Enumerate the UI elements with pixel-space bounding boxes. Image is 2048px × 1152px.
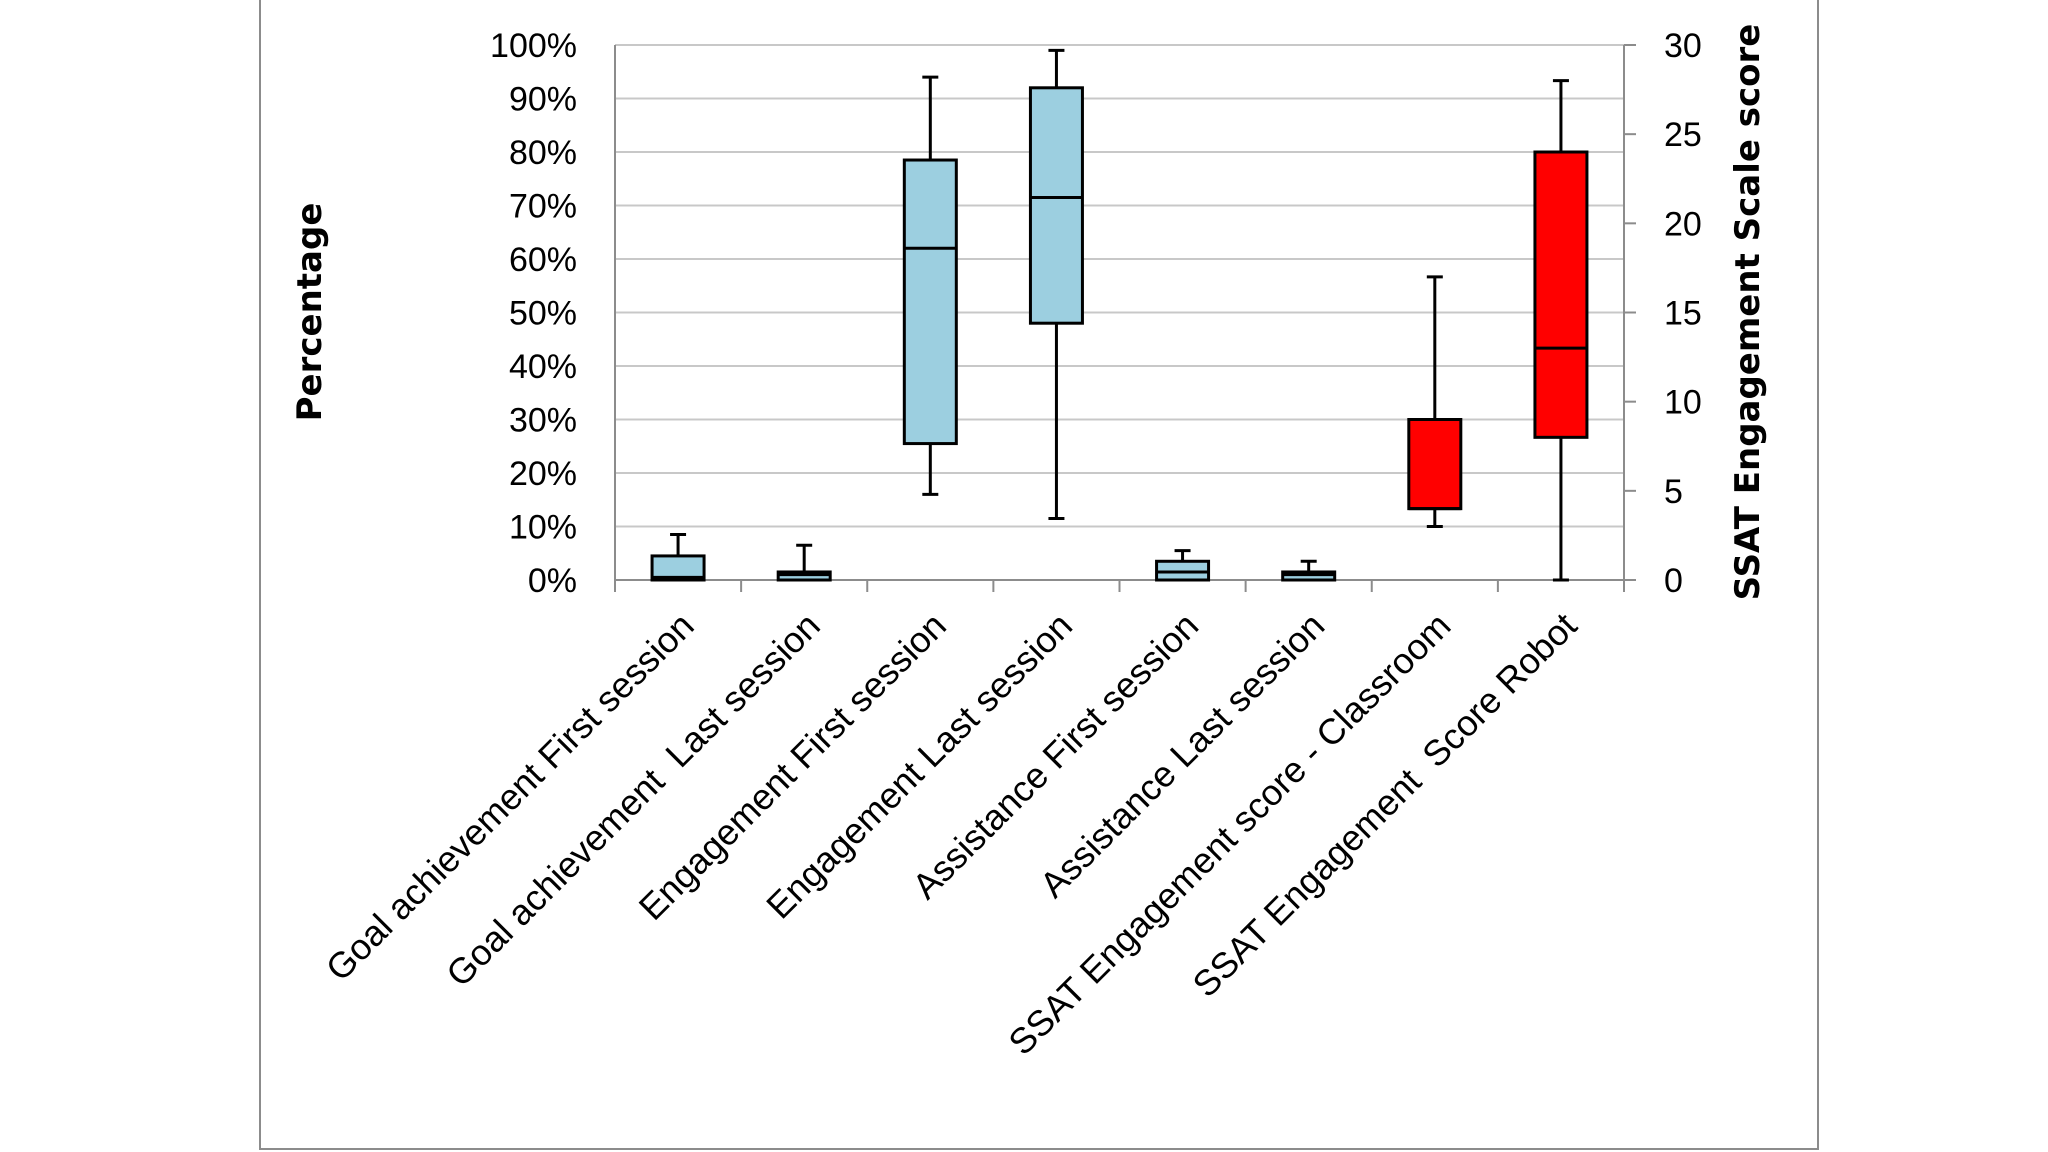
left-tick-label: 40% — [509, 348, 577, 386]
box-iqr — [1533, 150, 1589, 439]
box-iqr — [902, 158, 958, 446]
category-label: SSAT Engagement score - Classroom — [1000, 605, 1458, 1063]
left-tick-label: 80% — [509, 134, 577, 172]
right-axis: 0 5 10 15 20 25 30 — [1623, 27, 1702, 600]
left-tick-label: 100% — [490, 27, 577, 65]
left-tick-label: 30% — [509, 402, 577, 440]
left-tick-label: 50% — [509, 295, 577, 333]
left-tick-label: 60% — [509, 241, 577, 279]
left-axis: 0% 10% 20% 30% 40% 50% 60% 70% 80% 90% 100% — [490, 27, 616, 600]
box-iqr — [1028, 86, 1084, 325]
right-tick-label: 20 — [1664, 205, 1702, 243]
y-axis-title-right: SSAT Engagement Scale score — [1728, 24, 1768, 601]
box-5 — [1155, 549, 1211, 582]
box-4 — [1028, 48, 1084, 520]
right-tick-label: 15 — [1664, 295, 1702, 333]
left-tick-label: 10% — [509, 509, 577, 547]
right-tick-label: 25 — [1664, 116, 1702, 154]
gridlines — [614, 44, 1625, 592]
box-6 — [1281, 559, 1337, 582]
chart-frame: 0% 10% 20% 30% 40% 50% 60% 70% 80% 90% 100% 0 5 10 15… — [259, 0, 1819, 1150]
box-3 — [902, 75, 958, 496]
box-1 — [650, 533, 706, 582]
left-tick-label: 20% — [509, 455, 577, 493]
box-iqr — [1407, 418, 1463, 511]
box-2 — [776, 543, 832, 582]
left-tick-label: 0% — [528, 562, 577, 600]
right-tick-label: 30 — [1664, 27, 1702, 65]
box-7 — [1407, 275, 1463, 528]
left-tick-label: 70% — [509, 188, 577, 226]
y-axis-title-left: Percentage — [290, 203, 330, 422]
boxes — [650, 48, 1589, 582]
box-plot-chart: 0% 10% 20% 30% 40% 50% 60% 70% 80% 90% 100% 0 5 10 15… — [290, 24, 1768, 1063]
right-tick-label: 0 — [1664, 562, 1683, 600]
right-tick-label: 5 — [1664, 473, 1683, 511]
right-tick-label: 10 — [1664, 384, 1702, 422]
left-tick-label: 90% — [509, 81, 577, 119]
box-8 — [1533, 79, 1589, 582]
